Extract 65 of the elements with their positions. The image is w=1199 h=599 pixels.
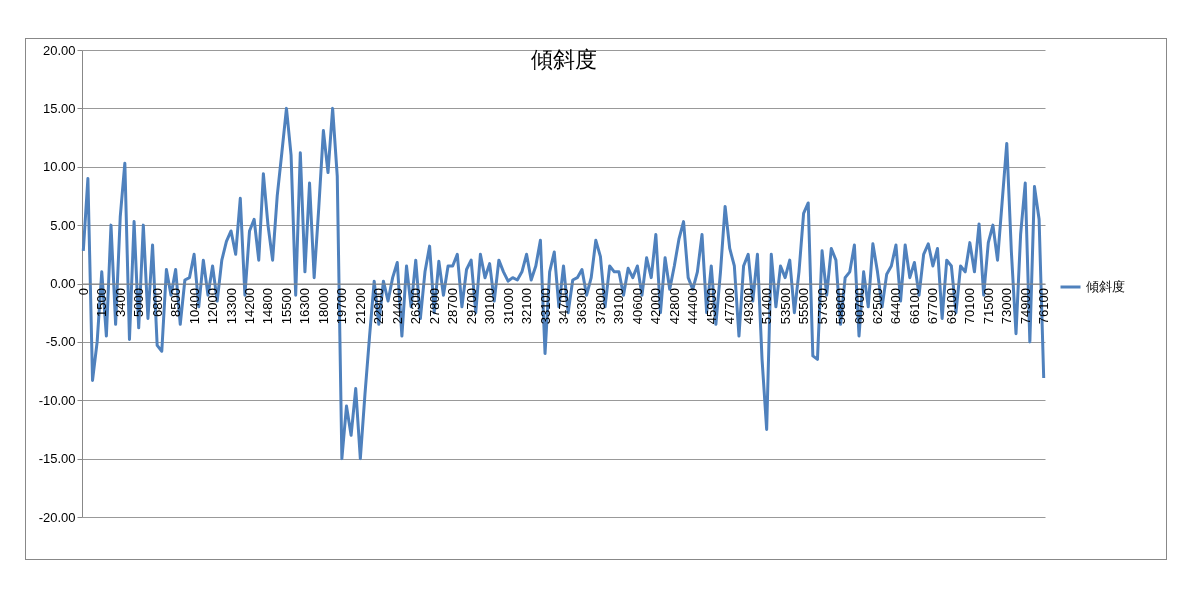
x-tick-label: 14200 — [242, 288, 258, 325]
y-tick-label: -20.00 — [38, 509, 76, 525]
x-tick-label: 45900 — [703, 288, 719, 325]
x-tick-label: 29700 — [463, 288, 479, 325]
x-tick-label: 37800 — [592, 288, 608, 325]
x-tick-label: 21200 — [352, 288, 368, 325]
chart-title: 傾斜度 — [530, 47, 597, 72]
x-tick-label: 66100 — [906, 288, 922, 325]
x-tick-label: 49300 — [740, 288, 756, 325]
y-tick-label: 15.00 — [42, 100, 76, 116]
x-tick-label: 69100 — [943, 288, 959, 325]
x-tick-label: 26300 — [408, 288, 424, 325]
y-tick-label: 5.00 — [50, 217, 76, 233]
x-tick-label: 42800 — [666, 288, 682, 325]
x-tick-label: 18000 — [315, 288, 331, 325]
x-tick-label: 0 — [75, 288, 91, 296]
x-tick-label: 64400 — [888, 288, 904, 325]
legend-label: 傾斜度 — [1086, 279, 1125, 294]
x-tick-label: 24400 — [389, 288, 405, 325]
x-tick-label: 19700 — [334, 288, 350, 325]
x-tick-label: 51400 — [759, 288, 775, 325]
x-tick-label: 33100 — [537, 288, 553, 325]
x-tick-label: 30100 — [482, 288, 498, 325]
x-tick-label: 27800 — [426, 288, 442, 325]
x-tick-label: 13300 — [223, 288, 239, 325]
x-tick-label: 53500 — [777, 288, 793, 325]
y-tick-label: 10.00 — [42, 159, 76, 175]
x-tick-label: 31000 — [500, 288, 516, 325]
x-tick-label: 44400 — [685, 288, 701, 325]
y-tick-label: 20.00 — [42, 42, 76, 58]
x-tick-label: 28700 — [445, 288, 461, 325]
x-tick-label: 3400 — [112, 288, 128, 317]
x-tick-label: 74900 — [1017, 288, 1033, 325]
x-tick-label: 39100 — [611, 288, 627, 325]
x-tick-label: 58800 — [833, 288, 849, 325]
y-tick-label: -5.00 — [45, 334, 76, 350]
x-tick-label: 55500 — [796, 288, 812, 325]
x-tick-label: 67700 — [925, 288, 941, 325]
x-tick-label: 10400 — [186, 288, 202, 325]
x-tick-label: 1500 — [94, 288, 110, 317]
x-tick-label: 22900 — [371, 288, 387, 325]
x-tick-label: 12000 — [205, 288, 221, 325]
x-tick-label: 8500 — [168, 288, 184, 317]
x-tick-label: 62500 — [869, 288, 885, 325]
x-tick-label: 34700 — [556, 288, 571, 325]
x-tick-label: 5000 — [131, 288, 147, 317]
x-tick-label: 42000 — [648, 288, 664, 325]
y-tick-label: -15.00 — [38, 451, 76, 467]
x-tick-label: 73000 — [999, 288, 1015, 325]
x-tick-label: 57300 — [814, 288, 830, 325]
x-tick-label: 60700 — [851, 288, 867, 325]
x-tick-label: 32100 — [519, 288, 535, 325]
y-tick-label: 0.00 — [50, 276, 76, 291]
x-tick-label: 15500 — [278, 288, 294, 325]
x-tick-label: 6800 — [149, 288, 165, 317]
x-tick-label: 71500 — [980, 288, 996, 325]
x-tick-label: 76100 — [1036, 288, 1052, 325]
y-tick-label: -10.00 — [38, 392, 76, 408]
x-tick-label: 40600 — [629, 288, 645, 325]
x-tick-label: 47700 — [722, 288, 738, 325]
x-tick-label: 36300 — [574, 288, 590, 325]
x-tick-label: 70100 — [962, 288, 978, 325]
x-tick-label: 14800 — [260, 288, 276, 325]
line-series — [81, 106, 1046, 461]
x-tick-label: 16300 — [297, 288, 313, 325]
